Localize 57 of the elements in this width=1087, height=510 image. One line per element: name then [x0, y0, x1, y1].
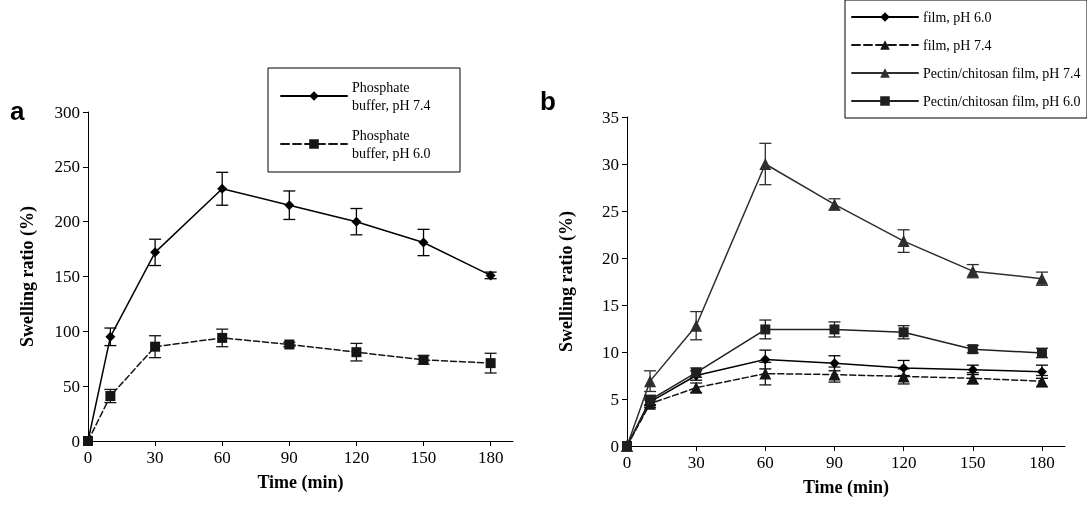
point	[150, 341, 161, 352]
point	[284, 200, 295, 211]
point	[351, 216, 362, 227]
x-axis-title: Time (min)	[802, 477, 890, 498]
x-tick-label: 180	[477, 448, 504, 467]
x-tick-label: 60	[756, 453, 774, 472]
point	[150, 247, 161, 258]
x-tick-label: 150	[410, 448, 437, 467]
x-tick-label: 180	[1029, 453, 1055, 472]
point	[760, 324, 771, 335]
point	[418, 237, 429, 248]
point	[105, 331, 116, 342]
y-tick-label: 100	[54, 321, 80, 341]
point	[898, 362, 909, 373]
legend-label: film, pH 6.0	[923, 9, 992, 25]
y-tick-label: 5	[610, 389, 619, 409]
text: b	[540, 86, 556, 116]
y-axis-title: Swelling ratio (%)	[17, 206, 38, 347]
x-tick-label: 30	[687, 453, 705, 472]
legend-label: Pectin/chitosan film, pH 6.0	[923, 93, 1081, 109]
legend-label: Pectin/chitosan film, pH 7.4	[923, 65, 1081, 81]
point	[644, 375, 657, 388]
y-tick-label: 50	[63, 376, 80, 396]
x-tick-label: 90	[280, 448, 298, 467]
x-tick-label: 30	[146, 448, 164, 467]
point	[485, 358, 496, 369]
y-tick-label: 0	[71, 431, 80, 451]
x-tick-label: 120	[343, 448, 370, 467]
legend-label: Phosphate buffer, pH 6.0	[352, 127, 431, 161]
x-tick-label: 120	[890, 453, 917, 472]
point	[759, 158, 772, 170]
point	[217, 332, 228, 343]
legend-label: Phosphate buffer, pH 7.4	[352, 79, 431, 113]
y-tick-label: 20	[602, 248, 619, 268]
y-tick-label: 35	[602, 107, 619, 127]
legend-label: film, pH 7.4	[923, 37, 992, 53]
point	[351, 347, 362, 358]
y-tick-label: 300	[54, 102, 80, 122]
x-tick-label: 150	[960, 453, 986, 472]
y-tick-label: 30	[602, 154, 619, 174]
x-tick-label: 0	[83, 448, 93, 467]
y-tick-label: 25	[602, 201, 619, 221]
point	[897, 235, 910, 248]
y-tick-label: 150	[54, 267, 80, 286]
point	[690, 319, 703, 332]
y-axis-title: Swelling ratio (%)	[556, 211, 577, 352]
y-tick-label: 250	[54, 157, 80, 177]
x-tick-label: 90	[825, 453, 843, 472]
x-tick-label: 60	[213, 448, 231, 467]
y-tick-label: 200	[54, 212, 80, 232]
x-tick-label: 0	[622, 453, 632, 472]
text: a	[10, 96, 25, 126]
point	[217, 183, 228, 194]
y-tick-label: 10	[602, 342, 619, 362]
y-tick-label: 15	[602, 295, 619, 315]
point	[760, 354, 771, 365]
x-axis-title: Time (min)	[257, 472, 344, 493]
